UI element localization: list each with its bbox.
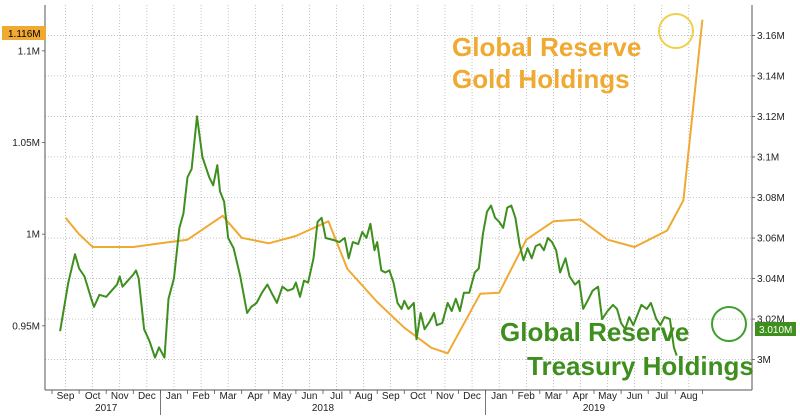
gold-endpoint-circle: [658, 13, 694, 49]
x-tick-label: Jan: [491, 391, 507, 402]
x-tick-label: Oct: [85, 391, 101, 402]
right-tick-label: 3.06M: [757, 234, 785, 245]
year-label: 2017: [95, 403, 118, 414]
x-tick-label: Dec: [463, 391, 481, 402]
gold-holdings-line: [64, 19, 704, 355]
gold-annotation-line-1: Global Reserve: [452, 32, 641, 62]
x-tick-label: Jul: [655, 391, 668, 402]
x-tick-label: Apr: [573, 391, 589, 402]
treasury-annotation-line-2: Treasury Holdings: [527, 351, 754, 381]
gold-value-badge: [2, 26, 46, 40]
treasury-value-badge: [755, 322, 796, 336]
left-tick-label: 1.1M: [18, 46, 40, 57]
treasury-endpoint-circle: [711, 306, 747, 342]
right-tick-label: 3.08M: [757, 193, 785, 204]
series-group: [59, 19, 704, 359]
treasury-holdings-line: [59, 115, 678, 359]
x-tick-label: May: [598, 391, 617, 402]
gold-annotation-line-2: Gold Holdings: [452, 64, 630, 94]
left-tick-label: 1M: [26, 230, 40, 241]
right-tick-label: 3.04M: [757, 274, 785, 285]
value-badges: 1.116M 3.010M: [2, 26, 796, 336]
left-tick-label: 1.05M: [12, 138, 40, 149]
x-tick-label: May: [273, 391, 292, 402]
x-tick-label: Sep: [57, 391, 75, 402]
left-axis: 0.95M 1M 1.05M 1.1M: [12, 46, 45, 332]
gold-value-badge-text: 1.116M: [8, 29, 41, 40]
left-tick-label: 0.95M: [12, 321, 40, 332]
grid: [45, 5, 752, 390]
x-tick-label: Sep: [382, 391, 400, 402]
treasury-value-badge-text: 3.010M: [759, 325, 792, 336]
right-tick-label: 3.14M: [757, 71, 785, 82]
x-tick-label: Mar: [545, 391, 563, 402]
right-tick-label: 3.02M: [757, 315, 785, 326]
x-tick-label: Feb: [192, 391, 210, 402]
x-axis: Sep Oct Nov Dec Jan Feb Mar Apr May Jun Jul Aug Sep O…: [51, 390, 703, 415]
x-tick-label: Oct: [410, 391, 426, 402]
right-tick-label: 3.12M: [757, 112, 785, 123]
x-tick-label: Jun: [627, 391, 643, 402]
x-tick-label: Mar: [220, 391, 238, 402]
x-tick-label: Nov: [111, 391, 129, 402]
x-tick-label: Feb: [518, 391, 536, 402]
year-label: 2018: [312, 403, 335, 414]
x-tick-label: Aug: [355, 391, 373, 402]
x-tick-label: Nov: [436, 391, 454, 402]
x-tick-label: Jul: [330, 391, 343, 402]
annotations: Global Reserve Gold Holdings Global Rese…: [452, 13, 754, 381]
right-tick-label: 3M: [757, 355, 771, 366]
year-label: 2019: [583, 403, 606, 414]
x-tick-label: Dec: [138, 391, 156, 402]
right-tick-label: 3.1M: [757, 152, 779, 163]
right-axis: 3M 3.02M 3.04M 3.06M 3.08M 3.1M 3.12M 3.14M 3.16…: [752, 31, 785, 366]
x-tick-label: Jan: [166, 391, 182, 402]
x-tick-label: Jun: [301, 391, 317, 402]
x-tick-label: Apr: [247, 391, 263, 402]
x-tick-label: Aug: [680, 391, 698, 402]
right-tick-label: 3.16M: [757, 31, 785, 42]
treasury-annotation-line-1: Global Reserve: [500, 317, 689, 347]
